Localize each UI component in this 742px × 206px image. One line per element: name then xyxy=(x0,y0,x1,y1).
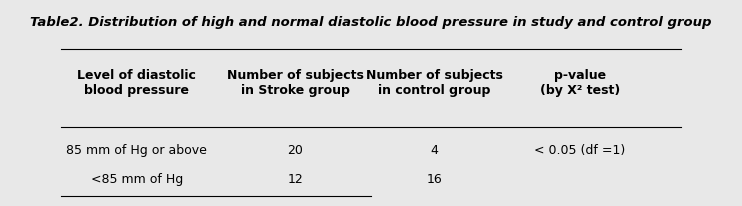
Text: Table2. Distribution of high and normal diastolic blood pressure in study and co: Table2. Distribution of high and normal … xyxy=(30,16,712,29)
Text: Number of subjects
in Stroke group: Number of subjects in Stroke group xyxy=(226,69,364,97)
Text: 12: 12 xyxy=(287,172,303,185)
Text: 20: 20 xyxy=(287,143,303,156)
Text: p-value
(by X² test): p-value (by X² test) xyxy=(539,69,620,97)
Text: 85 mm of Hg or above: 85 mm of Hg or above xyxy=(67,143,207,156)
Text: < 0.05 (df =1): < 0.05 (df =1) xyxy=(534,143,626,156)
Text: Number of subjects
in control group: Number of subjects in control group xyxy=(366,69,503,97)
Text: 4: 4 xyxy=(430,143,439,156)
Text: 16: 16 xyxy=(427,172,442,185)
Text: <85 mm of Hg: <85 mm of Hg xyxy=(91,172,183,185)
Text: Level of diastolic
blood pressure: Level of diastolic blood pressure xyxy=(77,69,197,97)
